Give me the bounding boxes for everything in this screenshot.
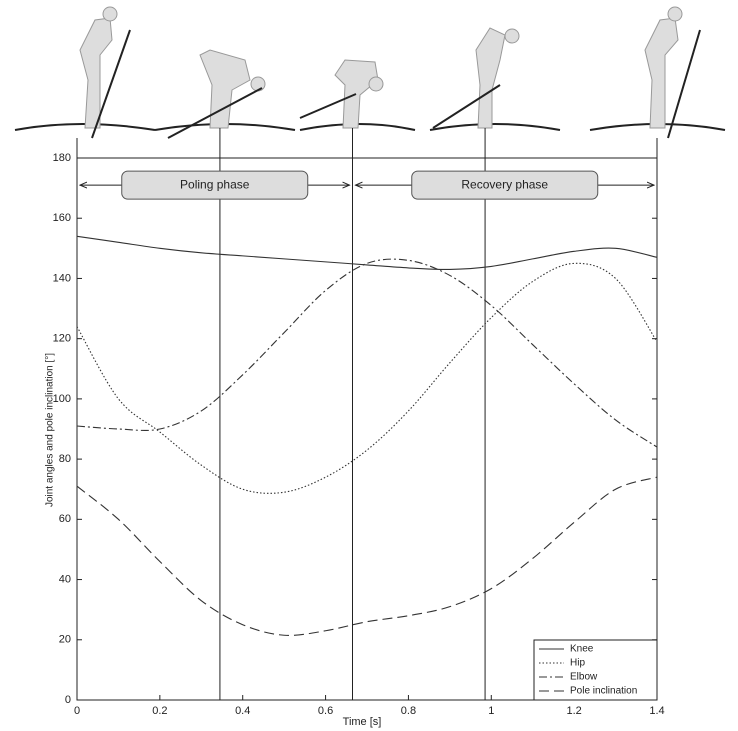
skier-1 bbox=[15, 7, 155, 138]
phase-label: Recovery phase bbox=[461, 177, 548, 191]
phase-label: Poling phase bbox=[180, 177, 250, 191]
skier-3 bbox=[300, 60, 415, 130]
y-tick-label: 80 bbox=[59, 453, 71, 465]
x-tick-label: 0.4 bbox=[235, 705, 250, 717]
y-tick-label: 120 bbox=[53, 333, 71, 345]
x-tick-label: 0.8 bbox=[401, 705, 416, 717]
y-tick-label: 180 bbox=[53, 152, 71, 164]
legend-label: Hip bbox=[570, 658, 585, 669]
skier-4 bbox=[430, 28, 560, 130]
x-tick-label: 0.6 bbox=[318, 705, 333, 717]
y-axis-label: Joint angles and pole inclination [°] bbox=[45, 353, 56, 507]
legend-label: Elbow bbox=[570, 672, 598, 683]
x-tick-label: 0 bbox=[74, 705, 80, 717]
y-tick-label: 40 bbox=[59, 573, 71, 585]
plot-frame bbox=[77, 158, 657, 700]
y-tick-label: 100 bbox=[53, 393, 71, 405]
legend-label: Pole inclination bbox=[570, 686, 637, 697]
series-line bbox=[77, 236, 657, 269]
skier-2 bbox=[155, 50, 295, 138]
y-tick-label: 0 bbox=[65, 694, 71, 706]
series-line bbox=[77, 477, 657, 635]
y-tick-label: 20 bbox=[59, 634, 71, 646]
y-tick-label: 160 bbox=[53, 212, 71, 224]
series-line bbox=[77, 259, 657, 447]
legend-label: Knee bbox=[570, 644, 594, 655]
series-line bbox=[77, 263, 657, 493]
x-tick-label: 1.4 bbox=[649, 705, 664, 717]
x-axis-label: Time [s] bbox=[343, 716, 382, 728]
x-tick-label: 1 bbox=[488, 705, 494, 717]
x-tick-label: 1.2 bbox=[566, 705, 581, 717]
y-tick-label: 60 bbox=[59, 513, 71, 525]
chart: Time [s] Joint angles and pole inclinati… bbox=[0, 0, 738, 731]
skier-illustrations bbox=[15, 7, 725, 138]
x-tick-label: 0.2 bbox=[152, 705, 167, 717]
skier-5 bbox=[590, 7, 725, 138]
y-tick-label: 140 bbox=[53, 272, 71, 284]
